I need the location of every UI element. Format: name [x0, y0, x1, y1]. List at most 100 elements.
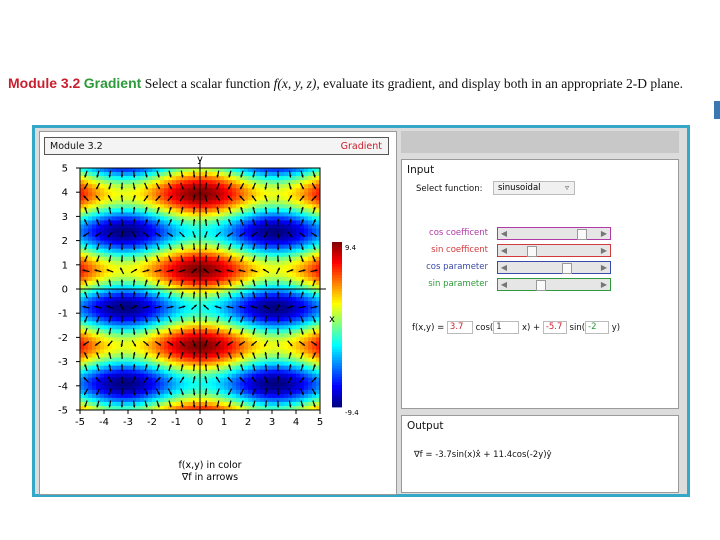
heatmap-cell — [276, 301, 281, 306]
heatmap-cell — [316, 381, 321, 387]
heatmap-cell — [304, 212, 309, 217]
heatmap-cell — [220, 204, 225, 209]
heatmap-cell — [284, 252, 289, 258]
gradient-arrowhead — [289, 376, 292, 380]
heatmap-cell — [240, 405, 245, 411]
heatmap-cell — [84, 224, 89, 229]
heatmap-cell — [216, 264, 221, 270]
heatmap-cell — [192, 405, 197, 411]
heatmap-cell — [168, 385, 173, 391]
heatmap-cell — [220, 317, 225, 322]
heatmap-cell — [84, 337, 89, 342]
heatmap-cell — [156, 188, 161, 193]
heatmap-cell — [216, 393, 221, 399]
heatmap-cell — [276, 313, 281, 318]
heatmap-cell — [96, 381, 101, 387]
slider-right-arrow-icon[interactable]: ▶ — [600, 263, 608, 272]
heatmap-cell — [88, 244, 93, 250]
heatmap-cell — [296, 389, 301, 395]
heatmap-cell — [152, 321, 157, 326]
parameter-slider[interactable]: ◀ ▶ — [497, 261, 611, 274]
heatmap-cell — [124, 381, 129, 387]
heatmap-cell — [80, 172, 85, 177]
heatmap-cell — [160, 240, 165, 246]
parameter-slider[interactable]: ◀ ▶ — [497, 278, 611, 291]
function-select[interactable]: sinusoidal ▿ — [493, 181, 575, 195]
heatmap-cell — [272, 200, 277, 205]
heatmap-cell — [212, 204, 217, 209]
colorbar-segment — [332, 401, 342, 405]
slider-thumb[interactable] — [561, 263, 572, 274]
slider-thumb[interactable] — [527, 246, 538, 257]
heatmap-cell — [304, 365, 309, 371]
slider-right-arrow-icon[interactable]: ▶ — [600, 280, 608, 289]
parameter-slider[interactable]: ◀ ▶ — [497, 227, 611, 240]
heatmap-cell — [196, 353, 201, 359]
slider-left-arrow-icon[interactable]: ◀ — [500, 229, 508, 238]
heatmap-cell — [172, 297, 177, 302]
heatmap-cell — [280, 349, 285, 355]
heatmap-cell — [100, 293, 105, 298]
sin-coefficient-field[interactable]: -5.7 — [542, 321, 567, 334]
slider-left-arrow-icon[interactable]: ◀ — [500, 280, 508, 289]
gradient-arrowhead — [227, 234, 230, 237]
heatmap-cell — [120, 297, 125, 302]
heatmap-cell — [92, 236, 97, 242]
heatmap-cell — [208, 289, 213, 294]
heatmap-cell — [112, 228, 117, 234]
heatmap-cell — [220, 256, 225, 262]
heatmap-cell — [280, 317, 285, 322]
heatmap-cell — [240, 188, 245, 193]
heatmap-cell — [196, 325, 201, 330]
legend-arrows-text: ∇f in arrows — [181, 472, 238, 483]
heatmap-cell — [160, 232, 165, 238]
gradient-arrowhead — [169, 291, 172, 295]
gradient-arrowhead — [96, 186, 99, 190]
heatmap-cell — [148, 345, 153, 350]
heatmap-cell — [316, 228, 321, 234]
cos-parameter-field[interactable]: 1 — [493, 321, 520, 334]
heatmap-cell — [292, 349, 297, 355]
heatmap-cell — [152, 284, 157, 290]
heatmap-cell — [116, 272, 121, 278]
heatmap-cell — [140, 297, 145, 302]
slider-right-arrow-icon[interactable]: ▶ — [600, 229, 608, 238]
slider-left-arrow-icon[interactable]: ◀ — [500, 263, 508, 272]
heatmap-cell — [232, 276, 237, 282]
heatmap-cell — [212, 361, 217, 367]
gradient-arrowhead — [83, 377, 87, 380]
cos-coefficient-field[interactable]: 3.7 — [446, 321, 473, 334]
heatmap-cell — [296, 325, 301, 330]
heatmap-cell — [92, 180, 97, 185]
heatmap-cell — [152, 341, 157, 346]
heatmap-cell — [176, 224, 181, 229]
heatmap-cell — [224, 196, 229, 201]
heatmap-cell — [232, 220, 237, 225]
heatmap-cell — [224, 168, 229, 173]
heatmap-cell — [156, 333, 161, 338]
heatmap-cell — [212, 224, 217, 229]
heatmap-cell — [264, 333, 269, 338]
gradient-arrowhead — [120, 344, 123, 347]
heatmap-cell — [184, 224, 189, 229]
gradient-arrowhead — [96, 364, 99, 367]
slider-thumb[interactable] — [535, 280, 546, 291]
heatmap-cell — [184, 196, 189, 201]
parameter-slider[interactable]: ◀ ▶ — [497, 244, 611, 257]
gradient-arrowhead — [157, 247, 160, 250]
slider-left-arrow-icon[interactable]: ◀ — [500, 246, 508, 255]
heatmap-cell — [116, 397, 121, 403]
heatmap-cell — [116, 313, 121, 318]
heatmap-cell — [280, 172, 285, 177]
heatmap-cell — [244, 357, 249, 363]
slider-right-arrow-icon[interactable]: ▶ — [600, 246, 608, 255]
heatmap-cell — [96, 369, 101, 375]
gradient-arrowhead — [182, 305, 186, 308]
heatmap-cell — [96, 264, 101, 270]
heatmap-cell — [116, 405, 121, 411]
heatmap-cell — [164, 224, 169, 229]
slider-thumb[interactable] — [577, 229, 588, 240]
heatmap-cell — [104, 345, 109, 350]
sin-parameter-field[interactable]: -2 — [585, 321, 610, 334]
heatmap-cell — [128, 212, 133, 217]
